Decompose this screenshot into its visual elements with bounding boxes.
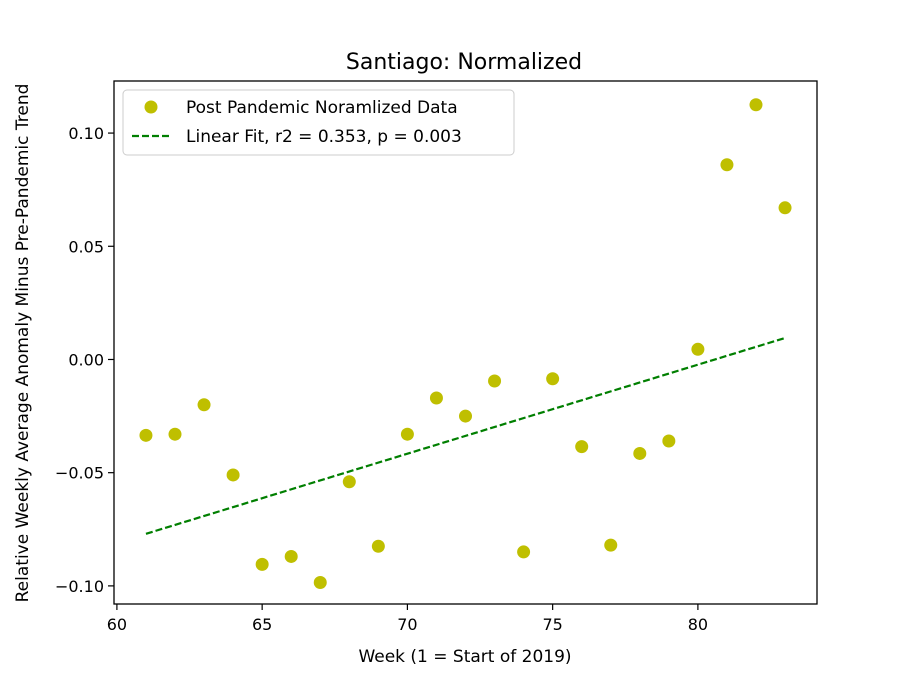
data-point bbox=[400, 427, 414, 441]
x-axis-ticks: 60 65 70 75 80 bbox=[107, 604, 708, 634]
y-axis-label: Relative Weekly Average Anomaly Minus Pr… bbox=[13, 84, 33, 603]
data-point bbox=[197, 398, 211, 412]
legend-box bbox=[122, 89, 515, 156]
y-tick-label: 0.00 bbox=[68, 350, 104, 369]
data-point bbox=[459, 409, 472, 423]
data-point bbox=[633, 446, 647, 460]
y-tick-label: −0.05 bbox=[55, 464, 104, 483]
x-tick-label: 70 bbox=[397, 615, 417, 634]
x-tick-label: 75 bbox=[542, 615, 562, 634]
legend-label-fit-line: Linear Fit, r2 = 0.353, p = 0.003 bbox=[186, 127, 462, 147]
plot-frame bbox=[113, 80, 818, 605]
data-point bbox=[313, 575, 327, 589]
data-point bbox=[255, 557, 269, 571]
data-point bbox=[371, 539, 385, 553]
data-point bbox=[575, 440, 589, 454]
data-point bbox=[488, 374, 502, 388]
legend-marker-scatter bbox=[144, 100, 158, 114]
x-tick-label: 60 bbox=[107, 615, 127, 634]
data-point bbox=[139, 428, 153, 442]
data-point bbox=[778, 201, 792, 215]
y-tick-label: 0.10 bbox=[68, 124, 104, 143]
data-point bbox=[662, 434, 676, 448]
data-point bbox=[284, 549, 298, 563]
x-axis-label: Week (1 = Start of 2019) bbox=[358, 647, 571, 667]
x-tick-label: 65 bbox=[252, 615, 272, 634]
data-point bbox=[546, 372, 560, 386]
legend: Post Pandemic Noramlized Data Linear Fit… bbox=[122, 89, 515, 156]
y-tick-label: −0.10 bbox=[55, 577, 104, 596]
chart-title: Santiago: Normalized bbox=[346, 50, 582, 75]
data-point bbox=[720, 158, 734, 172]
data-point bbox=[226, 468, 240, 482]
legend-label-scatter: Post Pandemic Noramlized Data bbox=[186, 98, 458, 118]
data-point bbox=[342, 475, 356, 489]
linear-fit-line bbox=[145, 336, 786, 535]
data-point bbox=[168, 427, 182, 441]
data-point bbox=[604, 538, 618, 552]
x-tick-label: 80 bbox=[688, 615, 708, 634]
series-layer bbox=[139, 98, 792, 589]
data-point bbox=[517, 545, 531, 559]
data-point bbox=[749, 98, 763, 112]
data-point bbox=[429, 391, 443, 405]
data-point bbox=[691, 342, 705, 356]
y-tick-label: 0.05 bbox=[68, 237, 104, 256]
y-axis-ticks: −0.10 −0.05 0.00 0.05 0.10 bbox=[55, 124, 114, 596]
